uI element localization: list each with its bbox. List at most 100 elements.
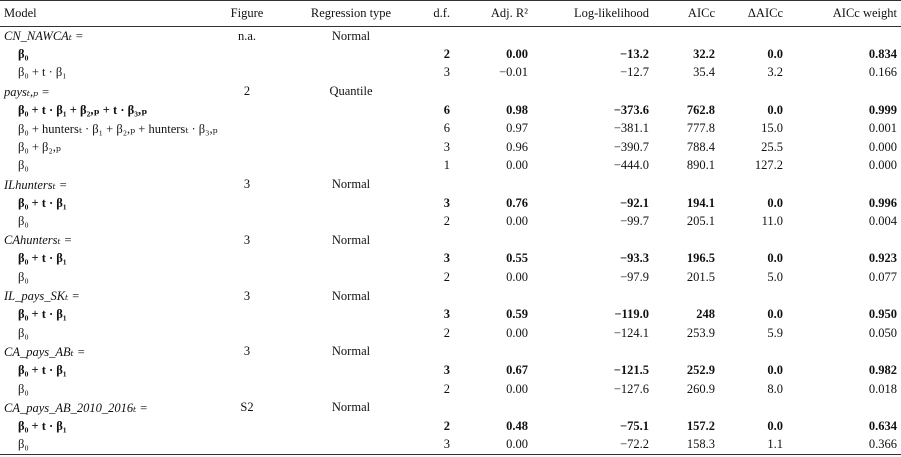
log-likelihood-cell: −92.1 xyxy=(620,195,649,210)
aicc-cell: 205.1 xyxy=(686,214,715,229)
delta-aicc-cell: 5.9 xyxy=(767,325,783,340)
table-row: β₀ 1 0.00 −444.0 890.1 127.2 0.000 xyxy=(0,157,901,176)
empty-cell xyxy=(202,417,292,436)
delta-aicc-cell: 3.2 xyxy=(767,65,783,80)
df-cell: 6 xyxy=(443,121,450,136)
empty-cell xyxy=(202,194,292,213)
df-cell: 1 xyxy=(443,158,450,173)
delta-aicc-cell xyxy=(719,82,787,101)
df-cell: 2 xyxy=(443,325,450,340)
header-row: Model Figure Regression type d.f. Adj. R… xyxy=(0,0,901,27)
delta-aicc-cell: 5.0 xyxy=(767,270,783,285)
delta-aicc-cell: 127.2 xyxy=(754,158,783,173)
formula-cell: β₀ + t · β₁ xyxy=(18,195,67,210)
aicc-weight-cell xyxy=(787,231,901,250)
aicc-weight-cell xyxy=(787,287,901,306)
adj-r2-cell: 0.96 xyxy=(506,139,528,154)
table-row: β₀ 2 0.00 −127.6 260.9 8.0 0.018 xyxy=(0,380,901,399)
aicc-weight-cell: 0.834 xyxy=(868,46,897,61)
adj-r2-cell: 0.76 xyxy=(506,195,528,210)
formula-cell: β₀ + t · β₁ xyxy=(18,251,67,266)
aicc-weight-cell xyxy=(787,398,901,417)
aicc-weight-cell: 0.000 xyxy=(868,158,897,173)
empty-cell xyxy=(292,194,410,213)
aicc-weight-cell xyxy=(787,175,901,194)
empty-cell xyxy=(292,361,410,380)
empty-cell xyxy=(202,64,292,83)
header-log-likelihood: Log-likelihood xyxy=(532,0,653,27)
model-name: IL_pays_SKₜ = xyxy=(4,289,80,304)
delta-aicc-cell: 25.5 xyxy=(761,139,783,154)
adj-r2-cell xyxy=(454,175,532,194)
aicc-cell xyxy=(653,175,719,194)
log-likelihood-cell: −12.7 xyxy=(620,65,649,80)
empty-cell xyxy=(292,157,410,176)
df-cell: 3 xyxy=(410,435,454,455)
regression-type: Normal xyxy=(331,400,371,415)
adj-r2-cell: −0.01 xyxy=(499,65,528,80)
delta-aicc-cell xyxy=(719,175,787,194)
delta-aicc-cell: 0.0 xyxy=(767,102,783,117)
empty-cell xyxy=(292,64,410,83)
model-group-row: CA_pays_AB_2010_2016ₜ = S2 Normal xyxy=(0,398,901,417)
delta-aicc-cell xyxy=(719,231,787,250)
regression-type: Normal xyxy=(331,232,371,247)
figure-ref: n.a. xyxy=(237,28,257,43)
adj-r2-cell xyxy=(454,27,532,46)
log-likelihood-cell xyxy=(532,231,653,250)
adj-r2-cell: 0.00 xyxy=(454,435,532,455)
aicc-weight-cell: 0.004 xyxy=(868,214,897,229)
formula-cell: β₀ xyxy=(18,158,29,173)
formula-cell: β₀ + huntersₜ · β₁ + β₂,ₚ + huntersₜ · β… xyxy=(18,121,218,136)
aicc-cell xyxy=(653,287,719,306)
table-row: β₀ + β₂,ₚ 3 0.96 −390.7 788.4 25.5 0.000 xyxy=(0,138,901,157)
aicc-weight-cell: 0.366 xyxy=(787,435,901,455)
aicc-weight-cell: 0.077 xyxy=(868,270,897,285)
df-cell xyxy=(410,231,454,250)
formula-cell: β₀ + t · β₁ xyxy=(18,307,67,322)
df-cell xyxy=(410,287,454,306)
formula-cell: β₀ xyxy=(18,381,29,396)
adj-r2-cell: 0.98 xyxy=(506,102,528,117)
df-cell: 3 xyxy=(443,307,450,322)
aicc-cell: 35.4 xyxy=(693,65,715,80)
adj-r2-cell: 0.55 xyxy=(506,251,528,266)
formula-cell: β₀ + β₂,ₚ xyxy=(18,140,61,155)
table-row: β₀ 2 0.00 −97.9 201.5 5.0 0.077 xyxy=(0,268,901,287)
aicc-weight-cell: 0.634 xyxy=(868,418,897,433)
aicc-cell: 201.5 xyxy=(686,270,715,285)
aicc-cell: 248 xyxy=(696,307,715,322)
adj-r2-cell: 0.97 xyxy=(506,121,528,136)
figure-ref: 3 xyxy=(243,177,251,192)
model-group-row: CN_NAWCAₜ = n.a. Normal xyxy=(0,27,901,46)
formula-cell: β₀ xyxy=(18,325,29,340)
df-cell: 3 xyxy=(443,139,450,154)
empty-cell xyxy=(292,119,410,138)
table-row: β₀ + t · β₁ 2 0.48 −75.1 157.2 0.0 0.634 xyxy=(0,417,901,436)
log-likelihood-cell xyxy=(532,27,653,46)
header-adj-r2: Adj. R² xyxy=(454,0,532,27)
delta-aicc-cell: 1.1 xyxy=(719,435,787,455)
df-cell: 3 xyxy=(443,251,450,266)
empty-cell xyxy=(202,324,292,343)
empty-cell xyxy=(292,101,410,120)
table-row: β₀ 2 0.00 −13.2 32.2 0.0 0.834 xyxy=(0,45,901,64)
log-likelihood-cell: −121.5 xyxy=(613,362,649,377)
aicc-weight-cell xyxy=(787,343,901,362)
delta-aicc-cell xyxy=(719,398,787,417)
adj-r2-cell xyxy=(454,343,532,362)
empty-cell xyxy=(292,268,410,287)
adj-r2-cell xyxy=(454,231,532,250)
empty-cell xyxy=(292,324,410,343)
aicc-weight-cell: 0.923 xyxy=(868,251,897,266)
figure-ref: S2 xyxy=(240,400,254,415)
df-cell xyxy=(410,343,454,362)
aicc-weight-cell xyxy=(787,27,901,46)
delta-aicc-cell: 11.0 xyxy=(761,214,783,229)
figure-ref: 2 xyxy=(243,84,251,99)
empty-cell xyxy=(202,305,292,324)
df-cell xyxy=(410,175,454,194)
adj-r2-cell: 0.59 xyxy=(506,307,528,322)
empty-cell xyxy=(202,268,292,287)
aicc-weight-cell: 0.996 xyxy=(868,195,897,210)
